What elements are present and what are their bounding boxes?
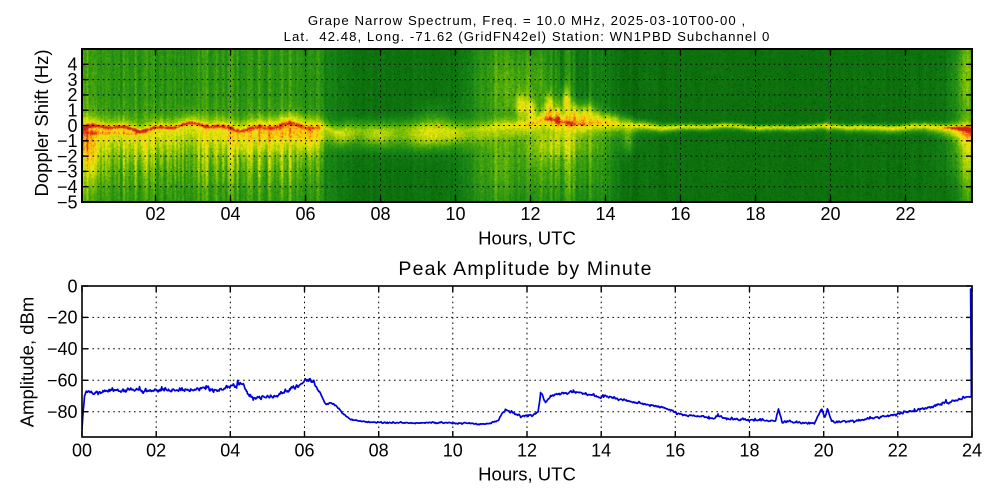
svg-text:−20: −20 bbox=[47, 308, 78, 328]
svg-text:0: 0 bbox=[67, 116, 77, 136]
svg-text:−80: −80 bbox=[47, 402, 78, 422]
svg-text:2: 2 bbox=[67, 85, 77, 105]
svg-text:Lat. 42.48, Long. -71.62 (Gri: Lat. 42.48, Long. -71.62 (GridFN42el) St… bbox=[284, 29, 771, 44]
svg-text:20: 20 bbox=[814, 441, 834, 461]
svg-text:Hours, UTC: Hours, UTC bbox=[478, 464, 576, 485]
svg-text:14: 14 bbox=[595, 204, 615, 224]
svg-text:Grape Narrow Spectrum, Freq. =: Grape Narrow Spectrum, Freq. = 10.0 MHz,… bbox=[308, 13, 746, 28]
svg-text:24: 24 bbox=[962, 441, 982, 461]
svg-text:−2: −2 bbox=[57, 146, 78, 166]
svg-text:1: 1 bbox=[67, 101, 77, 121]
svg-text:18: 18 bbox=[739, 441, 759, 461]
svg-text:16: 16 bbox=[665, 441, 685, 461]
svg-text:16: 16 bbox=[670, 204, 690, 224]
svg-text:08: 08 bbox=[369, 441, 389, 461]
svg-text:10: 10 bbox=[443, 441, 463, 461]
svg-text:−1: −1 bbox=[57, 131, 78, 151]
svg-text:20: 20 bbox=[820, 204, 840, 224]
svg-text:02: 02 bbox=[146, 441, 166, 461]
svg-text:06: 06 bbox=[295, 204, 315, 224]
svg-text:10: 10 bbox=[445, 204, 465, 224]
svg-text:04: 04 bbox=[220, 204, 240, 224]
svg-text:22: 22 bbox=[895, 204, 915, 224]
svg-text:18: 18 bbox=[745, 204, 765, 224]
svg-text:12: 12 bbox=[517, 441, 537, 461]
svg-text:−3: −3 bbox=[57, 162, 78, 182]
svg-text:4: 4 bbox=[67, 55, 77, 75]
svg-text:−4: −4 bbox=[57, 177, 78, 197]
svg-text:08: 08 bbox=[370, 204, 390, 224]
svg-text:0: 0 bbox=[67, 276, 77, 296]
svg-text:Amplitude, dBm: Amplitude, dBm bbox=[17, 297, 38, 428]
svg-text:3: 3 bbox=[67, 70, 77, 90]
svg-text:22: 22 bbox=[888, 441, 908, 461]
svg-text:−60: −60 bbox=[47, 371, 78, 391]
svg-text:Peak Amplitude by Minute: Peak Amplitude by Minute bbox=[398, 258, 652, 280]
svg-text:06: 06 bbox=[294, 441, 314, 461]
svg-text:14: 14 bbox=[591, 441, 611, 461]
svg-text:12: 12 bbox=[520, 204, 540, 224]
svg-text:−5: −5 bbox=[57, 192, 78, 212]
svg-text:02: 02 bbox=[145, 204, 165, 224]
svg-text:Hours, UTC: Hours, UTC bbox=[478, 228, 576, 249]
svg-text:Doppler Shift (Hz): Doppler Shift (Hz) bbox=[31, 49, 52, 196]
svg-text:−40: −40 bbox=[47, 339, 78, 359]
svg-text:00: 00 bbox=[72, 441, 92, 461]
svg-text:04: 04 bbox=[220, 441, 240, 461]
